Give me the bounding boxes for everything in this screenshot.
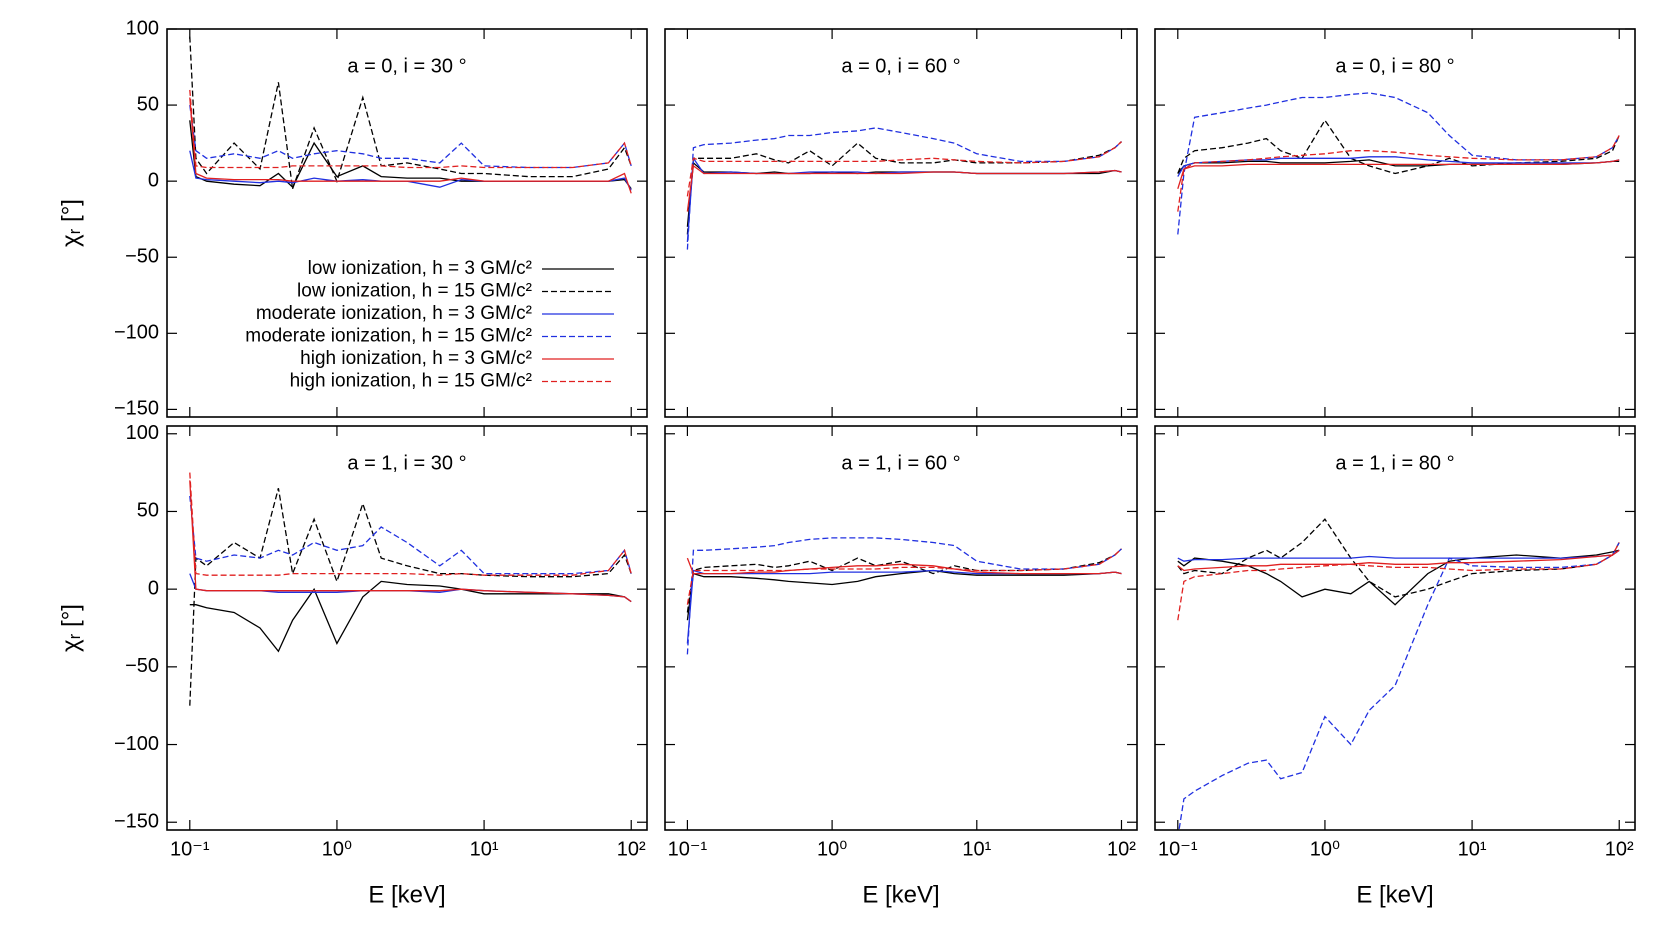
series-line bbox=[686, 537, 1122, 655]
y-tick-label: 0 bbox=[148, 169, 159, 191]
series-line bbox=[686, 548, 1122, 605]
series-line bbox=[1177, 549, 1620, 562]
x-tick-label: 10⁻¹ bbox=[1158, 838, 1198, 860]
frame bbox=[664, 28, 1138, 418]
y-tick-label: 0 bbox=[148, 577, 159, 599]
y-tick-label: 100 bbox=[126, 422, 159, 444]
series-line bbox=[1177, 156, 1620, 177]
y-tick-label: 100 bbox=[126, 17, 159, 39]
series-line bbox=[189, 573, 632, 603]
y-axis-label: χᵣ [°] bbox=[57, 199, 84, 247]
x-tick-label: 10² bbox=[1107, 838, 1136, 860]
y-tick-label: 50 bbox=[137, 500, 159, 522]
y-tick-label: −150 bbox=[114, 398, 159, 420]
y-tick-label: −100 bbox=[114, 322, 159, 344]
series-line bbox=[189, 89, 632, 169]
panel-title: a = 1, i = 30 ° bbox=[347, 452, 466, 474]
panel-title: a = 0, i = 30 ° bbox=[347, 55, 466, 77]
series-line bbox=[686, 569, 1122, 644]
legend-label: moderate ionization, h = 15 GM/c² bbox=[245, 326, 532, 347]
y-tick-label: −50 bbox=[125, 655, 159, 677]
plot-area bbox=[189, 472, 632, 706]
y-tick-label: −50 bbox=[125, 246, 159, 268]
plot-area bbox=[1177, 518, 1620, 830]
x-tick-label: 10⁻¹ bbox=[668, 838, 708, 860]
x-tick-label: 10¹ bbox=[962, 838, 991, 860]
series-line bbox=[686, 156, 1122, 243]
series-line bbox=[1177, 549, 1620, 572]
series-line bbox=[686, 141, 1122, 235]
frame bbox=[664, 425, 1138, 831]
series-line bbox=[189, 488, 632, 706]
x-tick-label: 10⁻¹ bbox=[170, 838, 210, 860]
series-line bbox=[189, 150, 632, 191]
series-line bbox=[189, 36, 632, 190]
x-tick-label: 10¹ bbox=[1458, 838, 1487, 860]
x-tick-label: 10⁰ bbox=[817, 838, 847, 860]
legend-label: low ionization, h = 15 GM/c² bbox=[297, 281, 532, 302]
series-line bbox=[1177, 119, 1620, 175]
x-axis-label: E [keV] bbox=[1356, 881, 1433, 908]
series-line bbox=[1177, 159, 1620, 189]
x-tick-label: 10⁰ bbox=[1310, 838, 1340, 860]
series-line bbox=[686, 548, 1122, 613]
plot-area bbox=[189, 36, 632, 194]
series-line bbox=[686, 141, 1122, 197]
series-line bbox=[1177, 92, 1620, 235]
x-tick-label: 10² bbox=[617, 838, 646, 860]
panel-title: a = 0, i = 60 ° bbox=[841, 55, 960, 77]
series-line bbox=[1177, 542, 1620, 621]
x-axis-label: E [keV] bbox=[368, 881, 445, 908]
x-tick-label: 10² bbox=[1605, 838, 1634, 860]
frame bbox=[166, 28, 648, 418]
series-line bbox=[189, 97, 632, 194]
series-line bbox=[686, 557, 1122, 575]
series-line bbox=[686, 164, 1122, 212]
x-axis-label: E [keV] bbox=[862, 881, 939, 908]
series-line bbox=[189, 480, 632, 603]
frame bbox=[166, 425, 648, 831]
x-tick-label: 10⁰ bbox=[322, 838, 352, 860]
panel-title: a = 1, i = 80 ° bbox=[1335, 452, 1454, 474]
series-line bbox=[189, 120, 632, 190]
legend-label: moderate ionization, h = 3 GM/c² bbox=[256, 303, 532, 324]
legend-label: high ionization, h = 15 GM/c² bbox=[290, 371, 532, 392]
panel-title: a = 1, i = 60 ° bbox=[841, 452, 960, 474]
y-tick-label: 50 bbox=[137, 93, 159, 115]
series-line bbox=[1178, 542, 1620, 830]
series-line bbox=[686, 569, 1122, 621]
legend-label: high ionization, h = 3 GM/c² bbox=[300, 348, 532, 369]
series-line bbox=[686, 127, 1122, 250]
plot-area bbox=[686, 537, 1122, 655]
panel-title: a = 0, i = 80 ° bbox=[1335, 55, 1454, 77]
frame bbox=[1154, 425, 1636, 831]
y-tick-label: −100 bbox=[114, 733, 159, 755]
plot-area bbox=[1177, 92, 1620, 235]
plot-area bbox=[686, 127, 1122, 250]
series-line bbox=[189, 580, 632, 653]
series-line bbox=[189, 105, 632, 169]
legend-label: low ionization, h = 3 GM/c² bbox=[308, 258, 532, 279]
x-tick-label: 10¹ bbox=[470, 838, 499, 860]
frame bbox=[1154, 28, 1636, 418]
series-line bbox=[1177, 135, 1620, 212]
series-line bbox=[189, 472, 632, 576]
y-tick-label: −150 bbox=[114, 811, 159, 833]
series-line bbox=[189, 495, 632, 575]
y-axis-label: χᵣ [°] bbox=[57, 604, 84, 652]
